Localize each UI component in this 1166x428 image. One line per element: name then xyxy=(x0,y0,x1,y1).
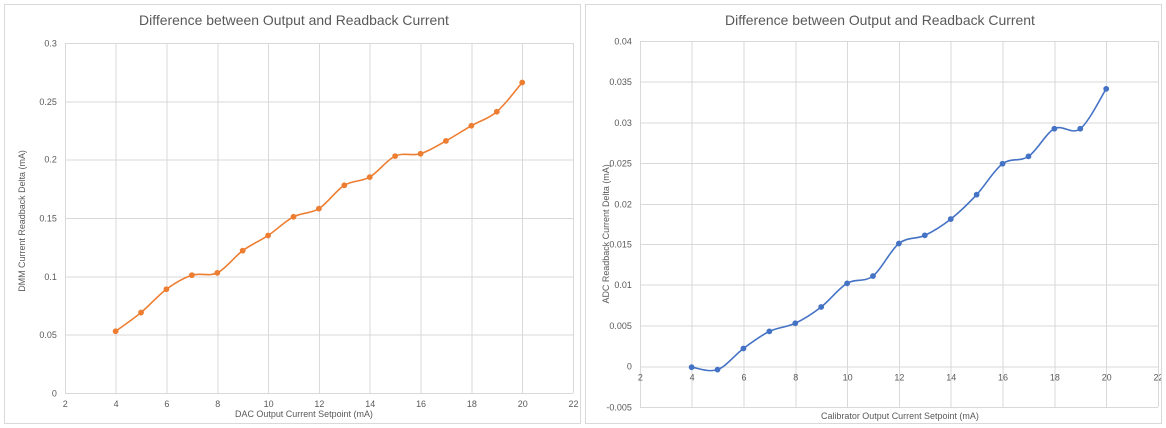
data-point xyxy=(973,191,980,198)
data-point xyxy=(265,232,271,239)
chart-title: Difference between Output and Readback C… xyxy=(139,12,449,28)
data-point xyxy=(740,345,747,352)
y-tick-label: 0.15 xyxy=(39,213,56,223)
chart-title: Difference between Output and Readback C… xyxy=(725,12,1035,28)
data-point xyxy=(1025,153,1032,160)
x-tick-label: 8 xyxy=(793,372,798,382)
y-tick-label: -0.005 xyxy=(606,403,631,413)
data-point xyxy=(417,150,424,157)
data-point xyxy=(392,153,399,159)
x-tick-label: 18 xyxy=(467,399,477,409)
data-point xyxy=(163,286,170,293)
data-point xyxy=(792,320,799,327)
y-tick-label: 0.005 xyxy=(609,321,631,331)
y-tick-label: 0 xyxy=(627,362,632,372)
data-point xyxy=(688,364,695,371)
data-point xyxy=(316,205,322,212)
x-tick-label: 22 xyxy=(1154,372,1161,382)
x-tick-label: 16 xyxy=(416,399,426,409)
x-tick-label: 8 xyxy=(215,399,220,409)
x-tick-label: 18 xyxy=(1050,372,1060,382)
x-tick-label: 22 xyxy=(569,399,579,409)
data-point xyxy=(239,247,246,254)
dmm-delta-chart-svg: 0 0.05 0.1 0.15 0.2 0.25 0.3 2 4 6 8 10 12 14 16 18 20 22… xyxy=(17,12,579,419)
y-tick-label: 0.3 xyxy=(44,38,56,48)
data-point xyxy=(468,122,475,129)
y-tick-label: 0.025 xyxy=(609,159,631,169)
data-point xyxy=(290,213,297,220)
data-point xyxy=(818,304,825,310)
gridlines xyxy=(64,42,575,395)
x-tick-label: 14 xyxy=(365,399,375,409)
x-tick-label: 6 xyxy=(164,399,169,409)
y-tick-label: 0.04 xyxy=(614,36,631,46)
y-axis-title: DMM Current Readback Delta (mA) xyxy=(17,150,27,292)
y-tick-label: 0.015 xyxy=(609,239,631,249)
data-point xyxy=(443,138,449,144)
data-point xyxy=(870,273,876,279)
adc-delta-chart-svg: -0.005 0 0.005 0.01 0.015 0.02 0.025 0.03 0.035 0… xyxy=(601,12,1161,421)
x-tick-label: 10 xyxy=(264,399,274,409)
data-point xyxy=(844,280,850,287)
y-tick-label: 0.1 xyxy=(44,272,56,282)
x-tick-label: 14 xyxy=(946,372,956,382)
data-point xyxy=(1051,125,1058,132)
x-axis-title: Calibrator Output Current Setpoint (mA) xyxy=(821,411,979,421)
x-tick-label: 10 xyxy=(843,372,853,382)
y-tick-label: 0 xyxy=(52,389,57,399)
y-tick-label: 0.2 xyxy=(44,155,56,165)
y-tick-label: 0.02 xyxy=(614,200,631,210)
y-tick-label: 0.01 xyxy=(614,280,631,290)
x-tick-label: 12 xyxy=(894,372,904,382)
data-point xyxy=(366,174,373,180)
data-point xyxy=(896,240,902,247)
x-tick-label: 6 xyxy=(741,372,746,382)
x-tick-label: 12 xyxy=(314,399,324,409)
data-point xyxy=(1103,85,1110,92)
data-point xyxy=(493,108,500,115)
data-point xyxy=(214,269,221,276)
x-tick-label: 16 xyxy=(998,372,1008,382)
x-tick-label: 20 xyxy=(518,399,528,409)
y-axis-title: ADC Readback Current Delta (mA) xyxy=(601,164,611,303)
x-tick-label: 2 xyxy=(638,372,643,382)
y-tick-label: 0.035 xyxy=(609,77,631,87)
y-tick-label: 0.05 xyxy=(39,330,56,340)
data-point xyxy=(921,232,928,239)
data-point xyxy=(947,216,954,222)
data-point xyxy=(1077,125,1084,132)
data-point xyxy=(138,309,144,316)
x-axis-title: DAC Output Current Setpoint (mA) xyxy=(235,409,373,419)
x-tick-label: 4 xyxy=(114,399,119,409)
adc-delta-chart: -0.005 0 0.005 0.01 0.015 0.02 0.025 0.03 0.035 0… xyxy=(585,4,1162,424)
y-tick-label: 0.03 xyxy=(614,118,631,128)
y-tick-label: 0.25 xyxy=(39,97,56,107)
x-tick-label: 4 xyxy=(690,372,695,382)
data-point xyxy=(519,79,526,86)
x-tick-label: 20 xyxy=(1102,372,1112,382)
x-tick-label: 2 xyxy=(63,399,68,409)
data-point xyxy=(188,272,195,279)
data-point xyxy=(112,328,119,335)
data-point xyxy=(766,328,773,335)
data-point xyxy=(999,160,1006,167)
gridlines xyxy=(639,40,1160,409)
dmm-delta-chart: 0 0.05 0.1 0.15 0.2 0.25 0.3 2 4 6 8 10 12 14 16 18 20 22… xyxy=(4,4,581,424)
data-point xyxy=(714,366,721,373)
data-point xyxy=(341,182,348,189)
